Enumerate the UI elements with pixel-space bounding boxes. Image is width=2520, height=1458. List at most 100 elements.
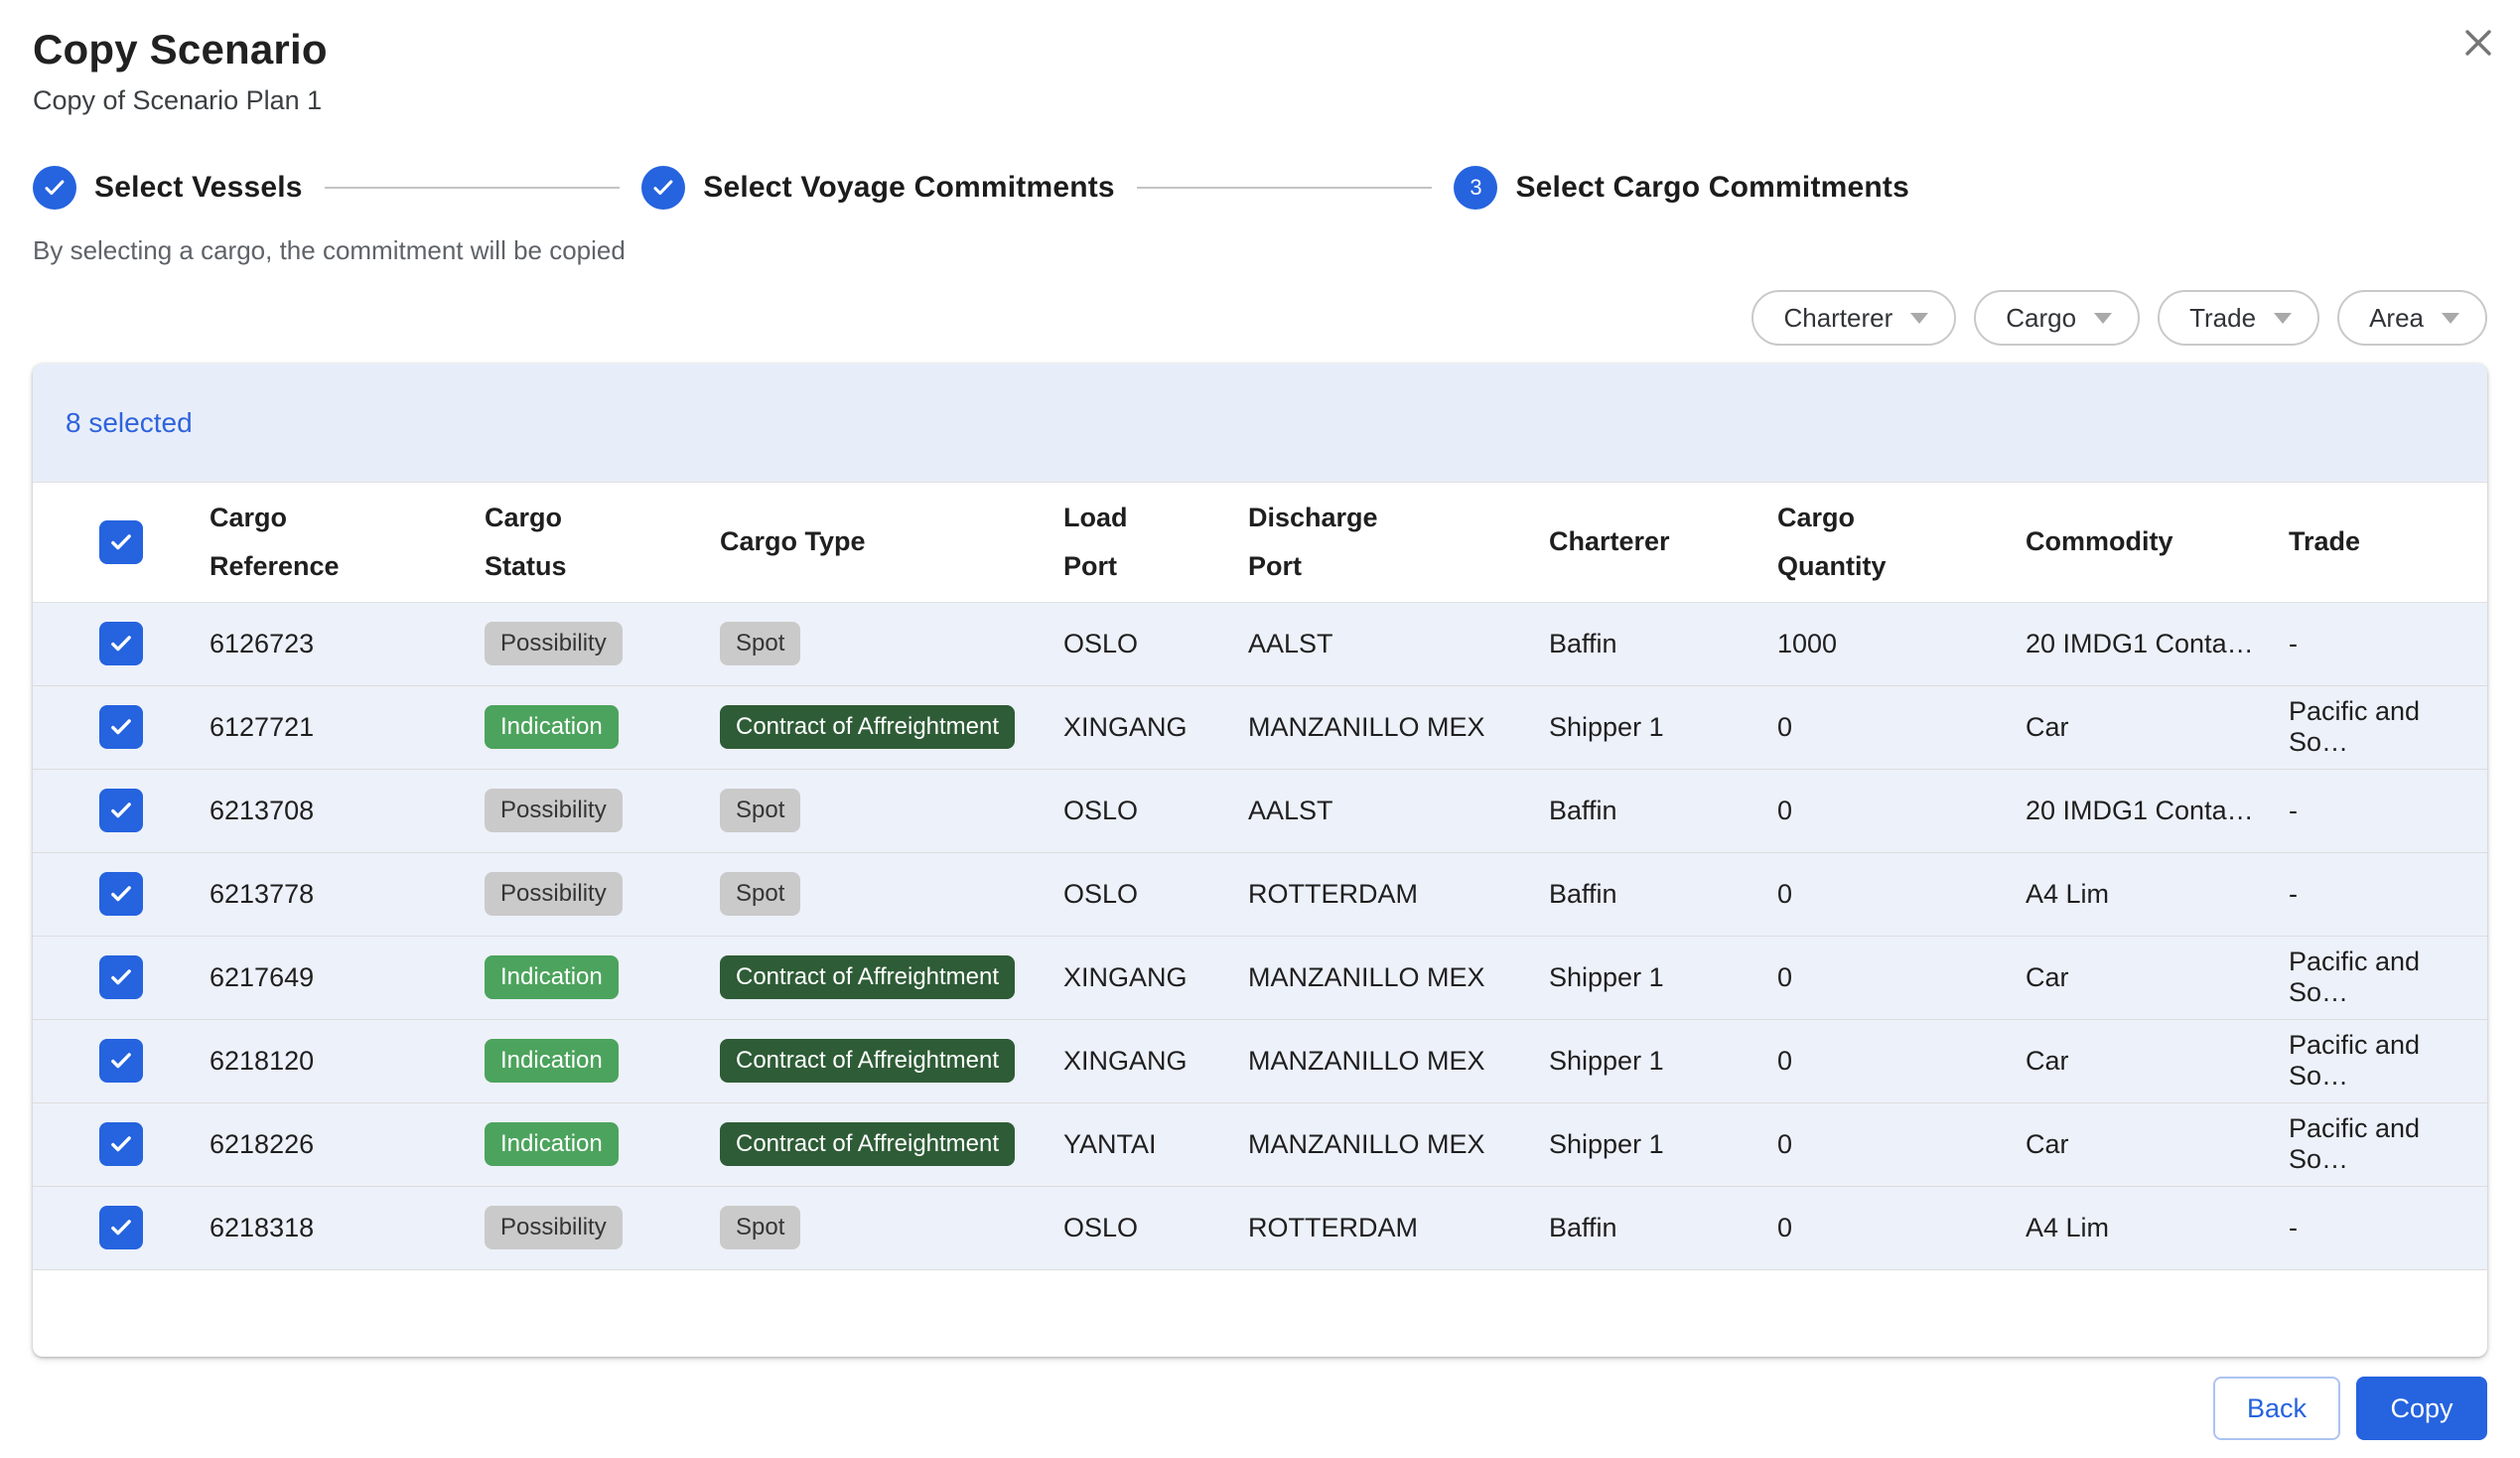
cell-cargo-quantity: 0 bbox=[1777, 769, 2026, 853]
select-all-checkbox[interactable] bbox=[99, 519, 143, 564]
row-checkbox[interactable] bbox=[99, 955, 143, 999]
cell-cargo-quantity: 0 bbox=[1777, 852, 2026, 937]
close-button[interactable] bbox=[2454, 20, 2502, 68]
close-icon bbox=[2461, 26, 2495, 63]
chevron-down-icon bbox=[2274, 312, 2293, 324]
cell-trade: - bbox=[2289, 769, 2487, 853]
chevron-down-icon bbox=[2442, 312, 2459, 324]
cell-load-port: OSLO bbox=[1063, 602, 1248, 686]
cargo-status-badge: Possibility bbox=[485, 1206, 623, 1249]
cell-cargo-reference: 6217649 bbox=[210, 936, 485, 1020]
step-label: Select Vessels bbox=[94, 171, 303, 204]
cell-load-port: OSLO bbox=[1063, 852, 1248, 937]
step-select-vessels[interactable]: Select Vessels bbox=[33, 166, 303, 210]
cell-trade: Pacific and So… bbox=[2289, 1019, 2487, 1103]
step-select-cargo-commitments[interactable]: 3 Select Cargo Commitments bbox=[1454, 166, 1909, 210]
table-row[interactable]: 6217649 Indication Contract of Affreight… bbox=[33, 936, 2487, 1020]
selection-banner: 8 selected bbox=[33, 364, 2487, 483]
row-checkbox[interactable] bbox=[99, 872, 143, 916]
filter-bar: Charterer Cargo Trade Area bbox=[33, 290, 2487, 346]
cargo-status-badge: Indication bbox=[485, 1122, 619, 1166]
cell-discharge-port: MANZANILLO MEX bbox=[1248, 1102, 1549, 1187]
step-completed-check-icon bbox=[641, 166, 686, 210]
page-title: Copy Scenario bbox=[33, 26, 328, 73]
cell-cargo-reference: 6213708 bbox=[210, 769, 485, 853]
cell-charterer: Baffin bbox=[1549, 1186, 1777, 1270]
cell-trade: - bbox=[2289, 852, 2487, 937]
table-row[interactable]: 6213778 Possibility Spot OSLO ROTTERDAM … bbox=[33, 852, 2487, 937]
cell-cargo-quantity: 0 bbox=[1777, 1102, 2026, 1187]
cargo-status-badge: Possibility bbox=[485, 622, 623, 665]
cell-charterer: Shipper 1 bbox=[1549, 685, 1777, 770]
cell-charterer: Shipper 1 bbox=[1549, 1102, 1777, 1187]
cargo-status-badge: Possibility bbox=[485, 872, 623, 916]
cell-charterer: Baffin bbox=[1549, 852, 1777, 937]
column-header-cargo-type: Cargo Type bbox=[720, 526, 866, 557]
cell-load-port: XINGANG bbox=[1063, 685, 1248, 770]
cell-commodity: 20 IMDG1 Conta… bbox=[2026, 769, 2289, 853]
row-checkbox[interactable] bbox=[99, 1206, 143, 1249]
cell-discharge-port: AALST bbox=[1248, 769, 1549, 853]
table-row[interactable]: 6127721 Indication Contract of Affreight… bbox=[33, 685, 2487, 770]
cell-commodity: Car bbox=[2026, 1102, 2289, 1187]
charterer-filter-dropdown[interactable]: Charterer bbox=[1751, 290, 1957, 346]
row-checkbox[interactable] bbox=[99, 789, 143, 832]
cell-cargo-reference: 6213778 bbox=[210, 852, 485, 937]
stepper-connector bbox=[1136, 187, 1433, 189]
cell-cargo-reference: 6126723 bbox=[210, 602, 485, 686]
cell-load-port: XINGANG bbox=[1063, 1019, 1248, 1103]
cell-commodity: Car bbox=[2026, 685, 2289, 770]
cargo-status-badge: Indication bbox=[485, 1039, 619, 1083]
cell-discharge-port: AALST bbox=[1248, 602, 1549, 686]
cell-cargo-quantity: 0 bbox=[1777, 936, 2026, 1020]
cargo-commitments-table-card: 8 selected Cargo Reference Cargo Status … bbox=[33, 364, 2487, 1357]
cell-load-port: XINGANG bbox=[1063, 936, 1248, 1020]
dialog-subtitle: Copy of Scenario Plan 1 bbox=[33, 85, 323, 115]
cargo-status-badge: Indication bbox=[485, 955, 619, 999]
row-checkbox[interactable] bbox=[99, 622, 143, 665]
trade-filter-dropdown[interactable]: Trade bbox=[2158, 290, 2320, 346]
cargo-type-badge: Contract of Affreightment bbox=[720, 1122, 1016, 1166]
column-header-load-port: Load Port bbox=[1063, 503, 1128, 581]
back-button[interactable]: Back bbox=[2213, 1377, 2340, 1440]
cell-charterer: Baffin bbox=[1549, 769, 1777, 853]
cell-commodity: A4 Lim bbox=[2026, 1186, 2289, 1270]
cell-cargo-reference: 6127721 bbox=[210, 685, 485, 770]
cell-trade: Pacific and So… bbox=[2289, 685, 2487, 770]
row-checkbox[interactable] bbox=[99, 1122, 143, 1166]
cell-cargo-reference: 6218226 bbox=[210, 1102, 485, 1187]
cargo-type-badge: Contract of Affreightment bbox=[720, 955, 1016, 999]
table-row[interactable]: 6218318 Possibility Spot OSLO ROTTERDAM … bbox=[33, 1186, 2487, 1270]
table-row[interactable]: 6218226 Indication Contract of Affreight… bbox=[33, 1102, 2487, 1187]
cell-load-port: OSLO bbox=[1063, 769, 1248, 853]
cargo-filter-dropdown[interactable]: Cargo bbox=[1974, 290, 2141, 346]
copy-button[interactable]: Copy bbox=[2356, 1377, 2487, 1440]
cell-cargo-quantity: 1000 bbox=[1777, 602, 2026, 686]
cell-cargo-reference: 6218318 bbox=[210, 1186, 485, 1270]
step-label: Select Cargo Commitments bbox=[1515, 171, 1909, 204]
area-filter-dropdown[interactable]: Area bbox=[2337, 290, 2487, 346]
row-checkbox[interactable] bbox=[99, 705, 143, 749]
step-select-voyage-commitments[interactable]: Select Voyage Commitments bbox=[641, 166, 1115, 210]
cell-commodity: A4 Lim bbox=[2026, 852, 2289, 937]
cell-cargo-quantity: 0 bbox=[1777, 1186, 2026, 1270]
cell-discharge-port: ROTTERDAM bbox=[1248, 852, 1549, 937]
cargo-type-badge: Spot bbox=[720, 1206, 801, 1249]
column-header-cargo-status: Cargo Status bbox=[485, 503, 567, 581]
column-header-cargo-quantity: Cargo Quantity bbox=[1777, 503, 1887, 581]
table-header-row: Cargo Reference Cargo Status Cargo Type … bbox=[33, 483, 2487, 603]
cargo-commitments-table: Cargo Reference Cargo Status Cargo Type … bbox=[33, 483, 2487, 1270]
dialog-header: Copy Scenario Copy of Scenario Plan 1 bbox=[0, 0, 2520, 116]
helper-text: By selecting a cargo, the commitment wil… bbox=[33, 235, 626, 265]
step-label: Select Voyage Commitments bbox=[703, 171, 1115, 204]
table-row[interactable]: 6218120 Indication Contract of Affreight… bbox=[33, 1019, 2487, 1103]
cell-charterer: Shipper 1 bbox=[1549, 936, 1777, 1020]
cell-cargo-quantity: 0 bbox=[1777, 1019, 2026, 1103]
row-checkbox[interactable] bbox=[99, 1039, 143, 1083]
column-header-commodity: Commodity bbox=[2026, 526, 2173, 557]
cell-discharge-port: ROTTERDAM bbox=[1248, 1186, 1549, 1270]
column-header-cargo-reference: Cargo Reference bbox=[210, 503, 340, 581]
table-row[interactable]: 6126723 Possibility Spot OSLO AALST Baff… bbox=[33, 602, 2487, 686]
table-row[interactable]: 6213708 Possibility Spot OSLO AALST Baff… bbox=[33, 769, 2487, 853]
cargo-type-badge: Spot bbox=[720, 872, 801, 916]
